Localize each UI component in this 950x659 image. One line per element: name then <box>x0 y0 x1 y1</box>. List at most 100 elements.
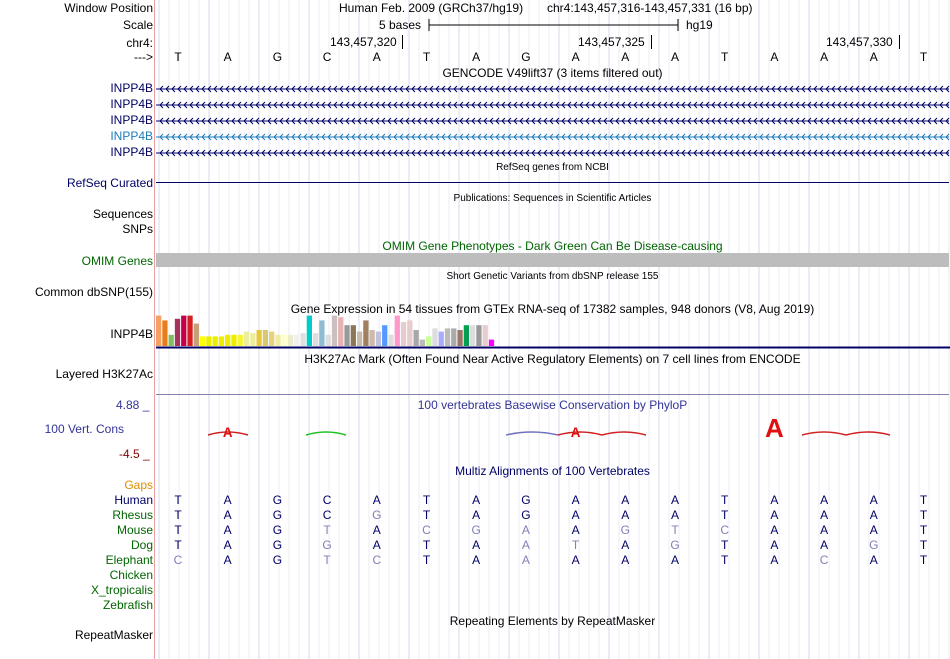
strand-arrow <box>573 133 578 141</box>
strand-arrow <box>717 101 722 109</box>
species-label[interactable]: Elephant <box>105 553 153 567</box>
strand-arrow <box>465 85 470 93</box>
strand-arrow <box>297 85 302 93</box>
omim-label[interactable]: OMIM Genes <box>81 254 153 268</box>
refseq-label[interactable]: RefSeq Curated <box>66 176 153 190</box>
gencode-item-label[interactable]: INPP4B <box>110 129 153 143</box>
strand-arrow <box>915 101 920 109</box>
strand-arrow <box>489 101 494 109</box>
gtex-tissue-bar <box>313 333 319 346</box>
strand-arrow <box>867 117 872 125</box>
strand-arrow <box>801 149 806 157</box>
gencode-transcript[interactable] <box>156 132 950 142</box>
species-label[interactable]: Mouse <box>116 523 153 537</box>
gtex-label[interactable]: INPP4B <box>110 327 153 341</box>
strand-arrow <box>879 117 884 125</box>
alignment-base: T <box>571 538 580 552</box>
strand-arrow <box>555 133 560 141</box>
strand-arrow <box>171 133 176 141</box>
strand-arrow <box>405 101 410 109</box>
gencode-transcript[interactable] <box>156 100 950 110</box>
strand-arrow <box>159 149 164 157</box>
species-label[interactable]: Chicken <box>109 568 153 582</box>
sequence-base: T <box>721 50 729 64</box>
strand-arrow <box>261 101 266 109</box>
strand-arrow <box>339 133 344 141</box>
strand-arrow <box>441 117 446 125</box>
species-label[interactable]: Dog <box>130 538 153 552</box>
phylop-label[interactable]: 100 Vert. Cons <box>44 422 124 436</box>
strand-arrow <box>501 149 506 157</box>
strand-arrow <box>537 85 542 93</box>
strand-arrow <box>375 133 380 141</box>
strand-arrow <box>663 149 668 157</box>
strand-arrow <box>321 117 326 125</box>
h3k27ac-label[interactable]: Layered H3K27Ac <box>55 367 153 381</box>
strand-arrow <box>519 117 524 125</box>
strand-arrow <box>783 133 788 141</box>
strand-arrow <box>633 117 638 125</box>
strand-arrow <box>639 133 644 141</box>
alignment-base: A <box>472 538 481 552</box>
species-label[interactable]: X_tropicalis <box>90 583 153 597</box>
strand-arrow <box>249 101 254 109</box>
alignment-base: G <box>620 523 630 537</box>
strand-arrow <box>459 85 464 93</box>
gencode-item-label[interactable]: INPP4B <box>110 81 153 95</box>
strand-arrow <box>267 133 272 141</box>
alignment-base: G <box>272 508 283 522</box>
alignment-base: A <box>770 493 779 507</box>
species-label[interactable]: Rhesus <box>112 508 153 522</box>
alignment-base: G <box>322 538 332 552</box>
publications-snps-label[interactable]: SNPs <box>122 222 153 236</box>
strand-arrow <box>345 149 350 157</box>
strand-arrow <box>597 133 602 141</box>
position-text[interactable]: chr4:143,457,316-143,457,331 (16 bp) <box>547 1 753 15</box>
strand-arrow <box>729 149 734 157</box>
strand-arrow <box>435 149 440 157</box>
gencode-transcript[interactable] <box>156 148 950 158</box>
gencode-transcript[interactable] <box>156 84 950 94</box>
chrom-label: chr4: <box>126 36 153 50</box>
gtex-bar-chart[interactable] <box>156 314 950 350</box>
strand-arrow <box>321 133 326 141</box>
strand-arrow <box>369 149 374 157</box>
alignment-base: G <box>372 508 382 522</box>
coord-tick-3: 143,457,330 <box>826 35 893 49</box>
strand-arrow <box>861 117 866 125</box>
dbsnp-label[interactable]: Common dbSNP(155) <box>34 285 153 299</box>
strand-arrow <box>525 117 530 125</box>
refseq-gene-line[interactable] <box>156 182 949 183</box>
alignment-base: T <box>919 508 928 522</box>
alignment-base: A <box>571 553 580 567</box>
gtex-tissue-bar <box>451 328 457 346</box>
strand-arrow <box>813 133 818 141</box>
alignment-base: T <box>919 538 928 552</box>
strand-arrow <box>411 85 416 93</box>
gtex-tissue-bar <box>174 318 181 346</box>
gencode-transcript[interactable] <box>156 116 950 126</box>
gencode-item-label[interactable]: INPP4B <box>110 97 153 111</box>
strand-arrow <box>825 117 830 125</box>
strand-arrow <box>345 117 350 125</box>
strand-arrow <box>345 101 350 109</box>
omim-bar[interactable] <box>156 253 949 267</box>
strand-arrow <box>633 133 638 141</box>
strand-arrow <box>585 133 590 141</box>
strand-arrow <box>747 149 752 157</box>
strand-arrow <box>705 133 710 141</box>
publications-sequences-label[interactable]: Sequences <box>92 207 153 221</box>
gaps-label[interactable]: Gaps <box>124 478 153 492</box>
strand-arrow <box>183 117 188 125</box>
repeatmasker-label[interactable]: RepeatMasker <box>74 628 153 642</box>
species-label[interactable]: Human <box>114 493 153 507</box>
gencode-item-label[interactable]: INPP4B <box>110 145 153 159</box>
species-label[interactable]: Zebrafish <box>102 598 153 612</box>
strand-arrow <box>687 101 692 109</box>
strand-arrow <box>891 117 896 125</box>
strand-arrow <box>603 117 608 125</box>
strand-arrow <box>741 149 746 157</box>
gencode-item-label[interactable]: INPP4B <box>110 113 153 127</box>
